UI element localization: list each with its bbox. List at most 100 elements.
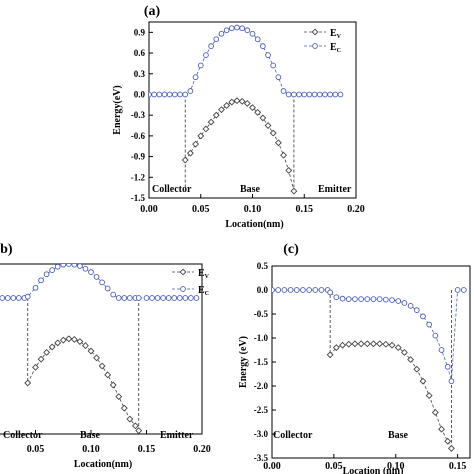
x-tick-label: 0.20 [193,444,211,455]
series-e-v [24,335,143,434]
data-point [327,91,333,98]
data-point [318,287,325,293]
x-tick-label: 0.10 [387,461,405,472]
data-point [207,118,215,126]
x-tick-label: 0.05 [27,444,45,455]
data-point [239,25,246,32]
data-point [59,336,67,344]
data-point [110,291,117,298]
data-point [370,340,377,348]
data-point [65,335,73,343]
data-point [4,295,11,301]
data-point [254,108,262,116]
data-point [243,100,251,107]
data-point [70,336,78,343]
region-label: Collector [273,430,313,441]
data-point [16,295,22,301]
data-point [413,365,421,373]
region-label: Base [388,430,409,441]
legend-label-sub: C [337,48,341,54]
data-point [149,91,152,98]
data-point [287,287,294,293]
data-point [249,30,256,37]
data-point [165,295,172,301]
data-point [382,340,390,348]
data-point [160,295,167,301]
data-point [438,425,445,433]
data-point [345,296,352,302]
plot-area [0,264,200,434]
data-point [269,129,277,137]
data-point [186,149,194,157]
data-point [82,342,89,350]
data-point [316,91,323,98]
y-tick-label: -0.3 [131,110,146,120]
data-point [407,356,415,364]
region-label: Base [240,184,261,195]
y-tick-label: -1.0 [254,333,269,343]
y-tick-label: -0.6 [131,131,146,141]
data-point [376,340,384,348]
legend-label: EV [198,268,210,280]
data-point [337,91,344,98]
data-point [296,91,302,98]
data-point [37,355,45,363]
legend-label-sub: V [337,34,342,40]
data-point [444,437,452,445]
data-point [54,264,61,270]
series-e-c [0,264,200,301]
x-tick-label: 0.10 [82,444,100,455]
series-line [0,264,197,299]
data-point [71,264,78,268]
data-point [171,295,178,301]
y-axis-label: Energy (eV) [238,336,249,388]
y-tick-label: 0.9 [134,27,146,37]
data-point [274,139,282,147]
series-e-v [181,97,298,195]
data-point [306,287,312,293]
data-point [395,298,402,304]
y-tick-label: 0.0 [134,89,146,99]
data-point [135,427,143,434]
data-point [104,371,112,379]
y-tick-label: 0.6 [134,48,146,58]
data-point [24,379,32,387]
data-point [290,187,298,195]
data-point [32,284,39,291]
data-point [151,91,158,98]
data-point [188,295,194,301]
legend-marker [312,43,318,49]
data-point [254,36,261,43]
data-point [460,287,467,293]
legend-label: EC [330,42,341,54]
data-point [454,287,461,293]
legend-label-main: E [198,285,205,296]
series-e-c [149,24,344,98]
data-point [326,351,334,359]
legend-label: EC [198,285,209,297]
legend-label-main: E [330,28,337,39]
panel-label: (a) [144,4,161,19]
x-tick-label: 0.00 [140,204,158,215]
data-point [270,62,277,69]
data-point [364,296,371,302]
x-tick-label: 0.15 [138,444,156,455]
panel-label: (c) [283,242,299,257]
chart-panel-3: (c) 0.00 0.05 0.10 0.15 0.5 0.0 -0.5 -1.0 -1.5 -2.… [238,242,471,474]
data-point [260,43,266,50]
data-point [419,377,427,385]
data-point [82,265,89,272]
data-point [345,340,353,348]
data-point [339,341,346,349]
data-point [234,24,240,31]
data-point [370,296,377,302]
data-point [202,125,210,133]
data-point [383,296,389,303]
plot-area [272,287,467,452]
data-point [444,363,451,370]
data-point [394,344,402,352]
data-point [275,287,282,293]
x-tick-label: 0.10 [244,204,262,215]
y-axis-label: Energy(eV) [112,85,123,134]
